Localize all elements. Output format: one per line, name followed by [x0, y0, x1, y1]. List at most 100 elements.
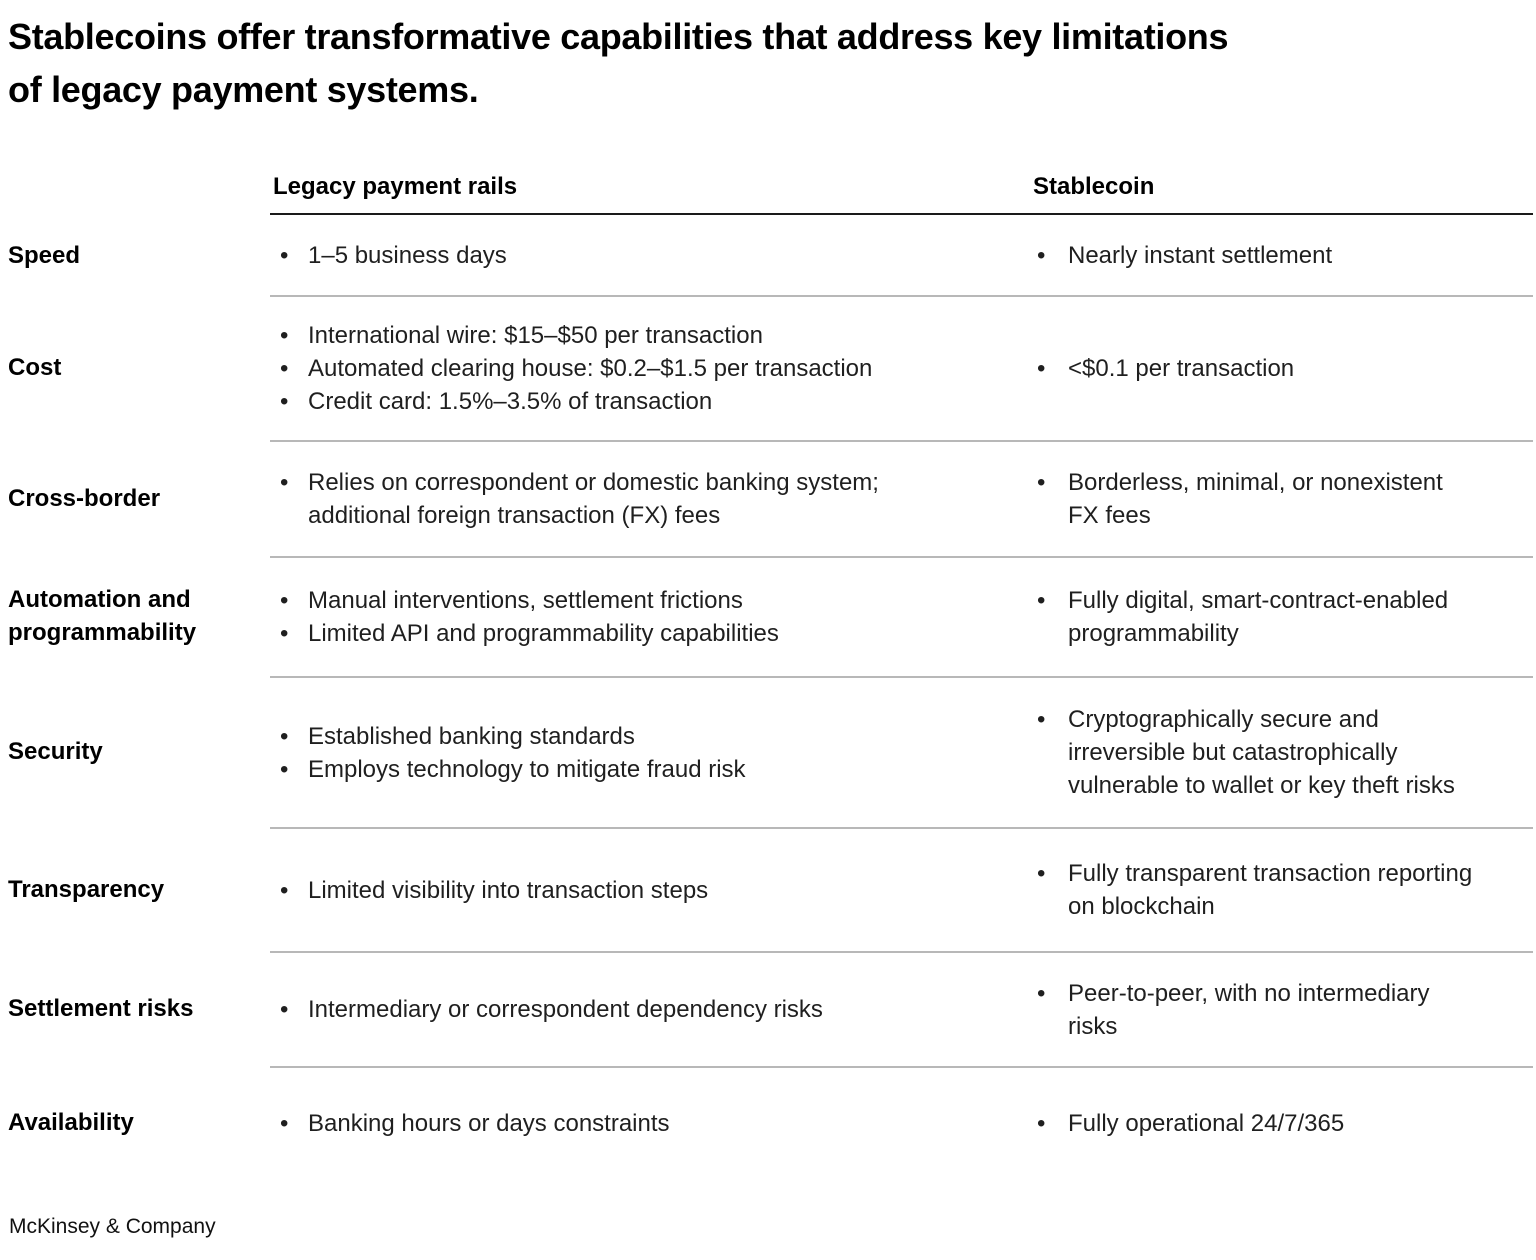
column-header-legacy: Legacy payment rails: [270, 116, 1033, 215]
table-row-speed: Speed • 1–5 business days • Nearly insta…: [8, 215, 1533, 295]
bullet-icon: •: [1037, 587, 1046, 614]
bullet-item: • Intermediary or correspondent dependen…: [278, 993, 1033, 1026]
bullet-text: Relies on correspondent or domestic bank…: [308, 469, 879, 529]
bullet-icon: •: [280, 755, 289, 783]
header-spacer: [8, 116, 270, 215]
bullet-icon: •: [1037, 706, 1046, 733]
bullet-item: • Relies on correspondent or domestic ba…: [278, 466, 1033, 532]
bullet-item: • Cryptographically secure and irreversi…: [1035, 703, 1533, 802]
bullet-item: • Employs technology to mitigate fraud r…: [278, 753, 1033, 786]
bullet-icon: •: [280, 322, 289, 349]
table-row-cross-border: Cross-border • Relies on correspondent o…: [8, 440, 1533, 556]
legacy-cell: • 1–5 business days: [270, 215, 1033, 295]
column-header-stablecoin: Stablecoin: [1033, 116, 1533, 215]
stablecoin-cell: • Borderless, minimal, or nonexistent FX…: [1033, 440, 1533, 556]
legacy-cell: • Limited visibility into transaction st…: [270, 827, 1033, 951]
bullet-item: • Nearly instant settlement: [1035, 239, 1533, 272]
bullet-text: Employs technology to mitigate fraud ris…: [308, 755, 746, 783]
stablecoin-cell: • Cryptographically secure and irreversi…: [1033, 676, 1533, 827]
bullet-icon: •: [1037, 860, 1046, 887]
bullet-icon: •: [280, 722, 289, 750]
bullet-text: Borderless, minimal, or nonexistent FX f…: [1068, 469, 1443, 529]
table-row-transparency: Transparency • Limited visibility into t…: [8, 827, 1533, 951]
comparison-table: Legacy payment rails Stablecoin Speed • …: [8, 116, 1533, 1178]
legacy-cell: • Relies on correspondent or domestic ba…: [270, 440, 1033, 556]
bullet-icon: •: [280, 241, 289, 269]
bullet-item: • Established banking standards: [278, 720, 1033, 753]
bullet-item: • Credit card: 1.5%–3.5% of transaction: [278, 385, 1033, 418]
table-row-availability: Availability • Banking hours or days con…: [8, 1066, 1533, 1178]
row-label: Cross-border: [8, 484, 161, 512]
bullet-text: Banking hours or days constraints: [308, 1109, 670, 1137]
bullet-icon: •: [1037, 1109, 1046, 1137]
bullet-icon: •: [280, 388, 289, 415]
table-header-row: Legacy payment rails Stablecoin: [8, 116, 1533, 215]
bullet-text: Nearly instant settlement: [1068, 241, 1333, 269]
bullet-item: • Fully digital, smart-contract-enabled …: [1035, 584, 1533, 650]
bullet-text: Established banking standards: [308, 722, 635, 750]
bullet-text: Cryptographically secure and irreversibl…: [1068, 706, 1455, 799]
stablecoin-cell: • Fully digital, smart-contract-enabled …: [1033, 556, 1533, 676]
bullet-item: • Borderless, minimal, or nonexistent FX…: [1035, 466, 1533, 532]
bullet-icon: •: [1037, 979, 1046, 1007]
bullet-text: 1–5 business days: [308, 241, 507, 269]
row-label: Availability: [8, 1108, 134, 1136]
row-label: Settlement risks: [8, 995, 194, 1022]
bullet-icon: •: [280, 1109, 289, 1137]
bullet-text: Limited visibility into transaction step…: [308, 876, 709, 904]
bullet-icon: •: [280, 469, 289, 496]
bullet-icon: •: [1037, 469, 1046, 496]
bullet-text: International wire: $15–$50 per transact…: [308, 322, 763, 349]
stablecoin-cell: • <$0.1 per transaction: [1033, 295, 1533, 440]
bullet-icon: •: [280, 587, 289, 614]
bullet-text: Fully transparent transaction reporting …: [1068, 860, 1473, 920]
page-title: Stablecoins offer transformative capabil…: [8, 16, 1229, 110]
bullet-text: Fully digital, smart-contract-enabled pr…: [1068, 587, 1449, 647]
bullet-item: • 1–5 business days: [278, 239, 1033, 272]
table-row-cost: Cost • International wire: $15–$50 per t…: [8, 295, 1533, 440]
bullet-item: • Limited visibility into transaction st…: [278, 874, 1033, 907]
bullet-text: Intermediary or correspondent dependency…: [308, 996, 823, 1023]
bullet-item: • Fully operational 24/7/365: [1035, 1107, 1533, 1140]
row-label: Transparency: [8, 875, 165, 903]
bullet-text: Automated clearing house: $0.2–$1.5 per …: [308, 355, 873, 382]
bullet-text: <$0.1 per transaction: [1068, 355, 1295, 382]
brand-footer: McKinsey & Company: [9, 1215, 216, 1238]
table-row-settlement-risks: Settlement risks • Intermediary or corre…: [8, 951, 1533, 1066]
row-label: Security: [8, 738, 103, 765]
row-label: Automation and programmability: [8, 586, 197, 646]
bullet-text: Manual interventions, settlement frictio…: [308, 587, 743, 614]
table-row-automation: Automation and programmability • Manual …: [8, 556, 1533, 676]
bullet-item: • Fully transparent transaction reportin…: [1035, 857, 1533, 923]
bullet-item: • Limited API and programmability capabi…: [278, 617, 1033, 650]
bullet-icon: •: [280, 620, 289, 647]
legacy-cell: • Established banking standards • Employ…: [270, 676, 1033, 827]
legacy-cell: • Intermediary or correspondent dependen…: [270, 951, 1033, 1066]
bullet-item: • Manual interventions, settlement frict…: [278, 584, 1033, 617]
bullet-icon: •: [280, 355, 289, 382]
row-label: Cost: [8, 354, 62, 381]
bullet-item: • Peer-to-peer, with no intermediary ris…: [1035, 977, 1533, 1043]
bullet-text: Limited API and programmability capabili…: [308, 620, 779, 647]
bullet-text: Fully operational 24/7/365: [1068, 1109, 1345, 1137]
stablecoin-cell: • Fully transparent transaction reportin…: [1033, 827, 1533, 951]
bullet-item: • Banking hours or days constraints: [278, 1107, 1033, 1140]
bullet-item: • Automated clearing house: $0.2–$1.5 pe…: [278, 352, 1033, 385]
legacy-cell: • Banking hours or days constraints: [270, 1066, 1033, 1178]
table-row-security: Security • Established banking standards…: [8, 676, 1533, 827]
bullet-item: • International wire: $15–$50 per transa…: [278, 319, 1033, 352]
legacy-cell: • International wire: $15–$50 per transa…: [270, 295, 1033, 440]
bullet-icon: •: [1037, 241, 1046, 269]
bullet-item: • <$0.1 per transaction: [1035, 352, 1533, 385]
bullet-icon: •: [280, 996, 289, 1023]
stablecoin-cell: • Nearly instant settlement: [1033, 215, 1533, 295]
bullet-icon: •: [280, 876, 289, 904]
bullet-icon: •: [1037, 355, 1046, 382]
stablecoin-cell: • Fully operational 24/7/365: [1033, 1066, 1533, 1178]
bullet-text: Credit card: 1.5%–3.5% of transaction: [308, 388, 713, 415]
row-label: Speed: [8, 241, 81, 269]
stablecoin-cell: • Peer-to-peer, with no intermediary ris…: [1033, 951, 1533, 1066]
bullet-text: Peer-to-peer, with no intermediary risks: [1068, 979, 1430, 1040]
legacy-cell: • Manual interventions, settlement frict…: [270, 556, 1033, 676]
